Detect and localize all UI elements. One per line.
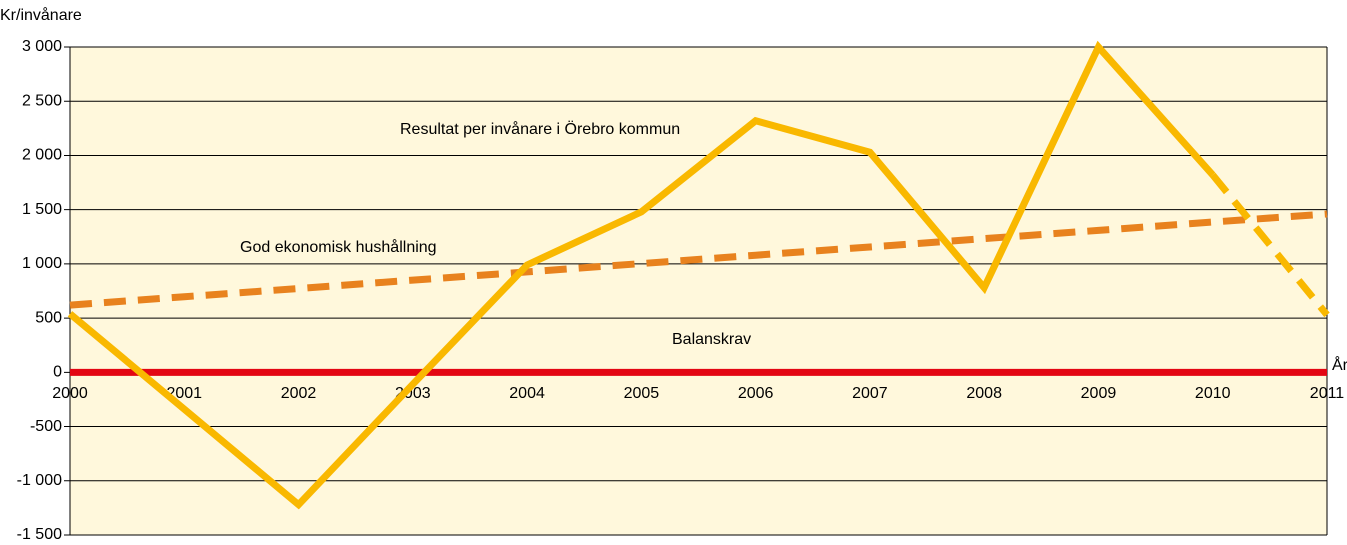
y-tick-label: -1 000 — [17, 472, 62, 489]
series-line — [67, 40, 1216, 510]
x-tick-label: 2009 — [1081, 385, 1117, 402]
x-tick-label: 2006 — [738, 385, 774, 402]
y-tick-label: 1 000 — [22, 255, 62, 272]
y-axis-label: Kr/invånare — [0, 6, 82, 24]
y-tick-label: -1 500 — [17, 526, 62, 540]
x-tick-label: 2010 — [1195, 385, 1231, 402]
x-tick-label: 2004 — [509, 385, 545, 402]
series-annotation: Balanskrav — [672, 331, 751, 348]
x-tick-label: 2002 — [281, 385, 317, 402]
x-axis-label: År — [1332, 355, 1347, 374]
series-annotation: Resultat per invånare i Örebro kommun — [400, 120, 680, 138]
y-tick-label: -500 — [30, 418, 62, 435]
series-annotation: God ekonomisk hushållning — [240, 238, 437, 256]
series-line — [69, 210, 1328, 309]
y-tick-label: 2 500 — [22, 92, 62, 109]
x-tick-label: 2011 — [1310, 385, 1345, 402]
series-line-dashed — [1210, 172, 1330, 318]
x-tick-label: 2007 — [852, 385, 888, 402]
y-tick-label: 3 000 — [22, 38, 62, 55]
y-tick-label: 2 000 — [22, 147, 62, 164]
x-tick-label: 2005 — [624, 385, 660, 402]
y-tick-label: 0 — [53, 364, 62, 381]
x-tick-label: 2000 — [52, 385, 88, 402]
y-tick-label: 500 — [35, 309, 62, 326]
y-tick-label: 1 500 — [22, 201, 62, 218]
x-tick-label: 2008 — [966, 385, 1002, 402]
